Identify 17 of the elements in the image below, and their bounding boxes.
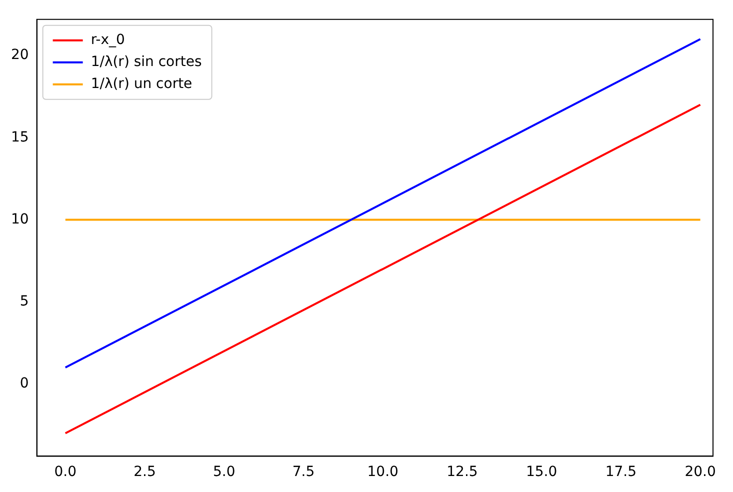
x-tick-label: 5.0: [212, 464, 236, 480]
x-tick-label: 2.5: [134, 464, 156, 480]
y-tick-label: 15: [10, 129, 29, 146]
legend-label: r-x_0: [90, 32, 125, 48]
x-tick-label: 20.0: [684, 464, 716, 480]
y-tick-label: 10: [10, 211, 29, 228]
x-tick-label: 0.0: [54, 464, 77, 480]
x-tick-label: 7.5: [292, 464, 315, 480]
legend-label: 1/λ(r) sin cortes: [90, 54, 202, 70]
legend-label: 1/λ(r) un corte: [90, 76, 192, 92]
x-tick-label: 17.5: [605, 464, 637, 480]
y-tick-label: 5: [20, 293, 29, 310]
y-tick-label: 20: [10, 47, 29, 64]
x-tick-label: 10.0: [367, 464, 398, 480]
x-tick-label: 15.0: [526, 464, 558, 480]
y-tick-label: 0: [20, 376, 29, 392]
x-tick-label: 12.5: [446, 464, 478, 480]
